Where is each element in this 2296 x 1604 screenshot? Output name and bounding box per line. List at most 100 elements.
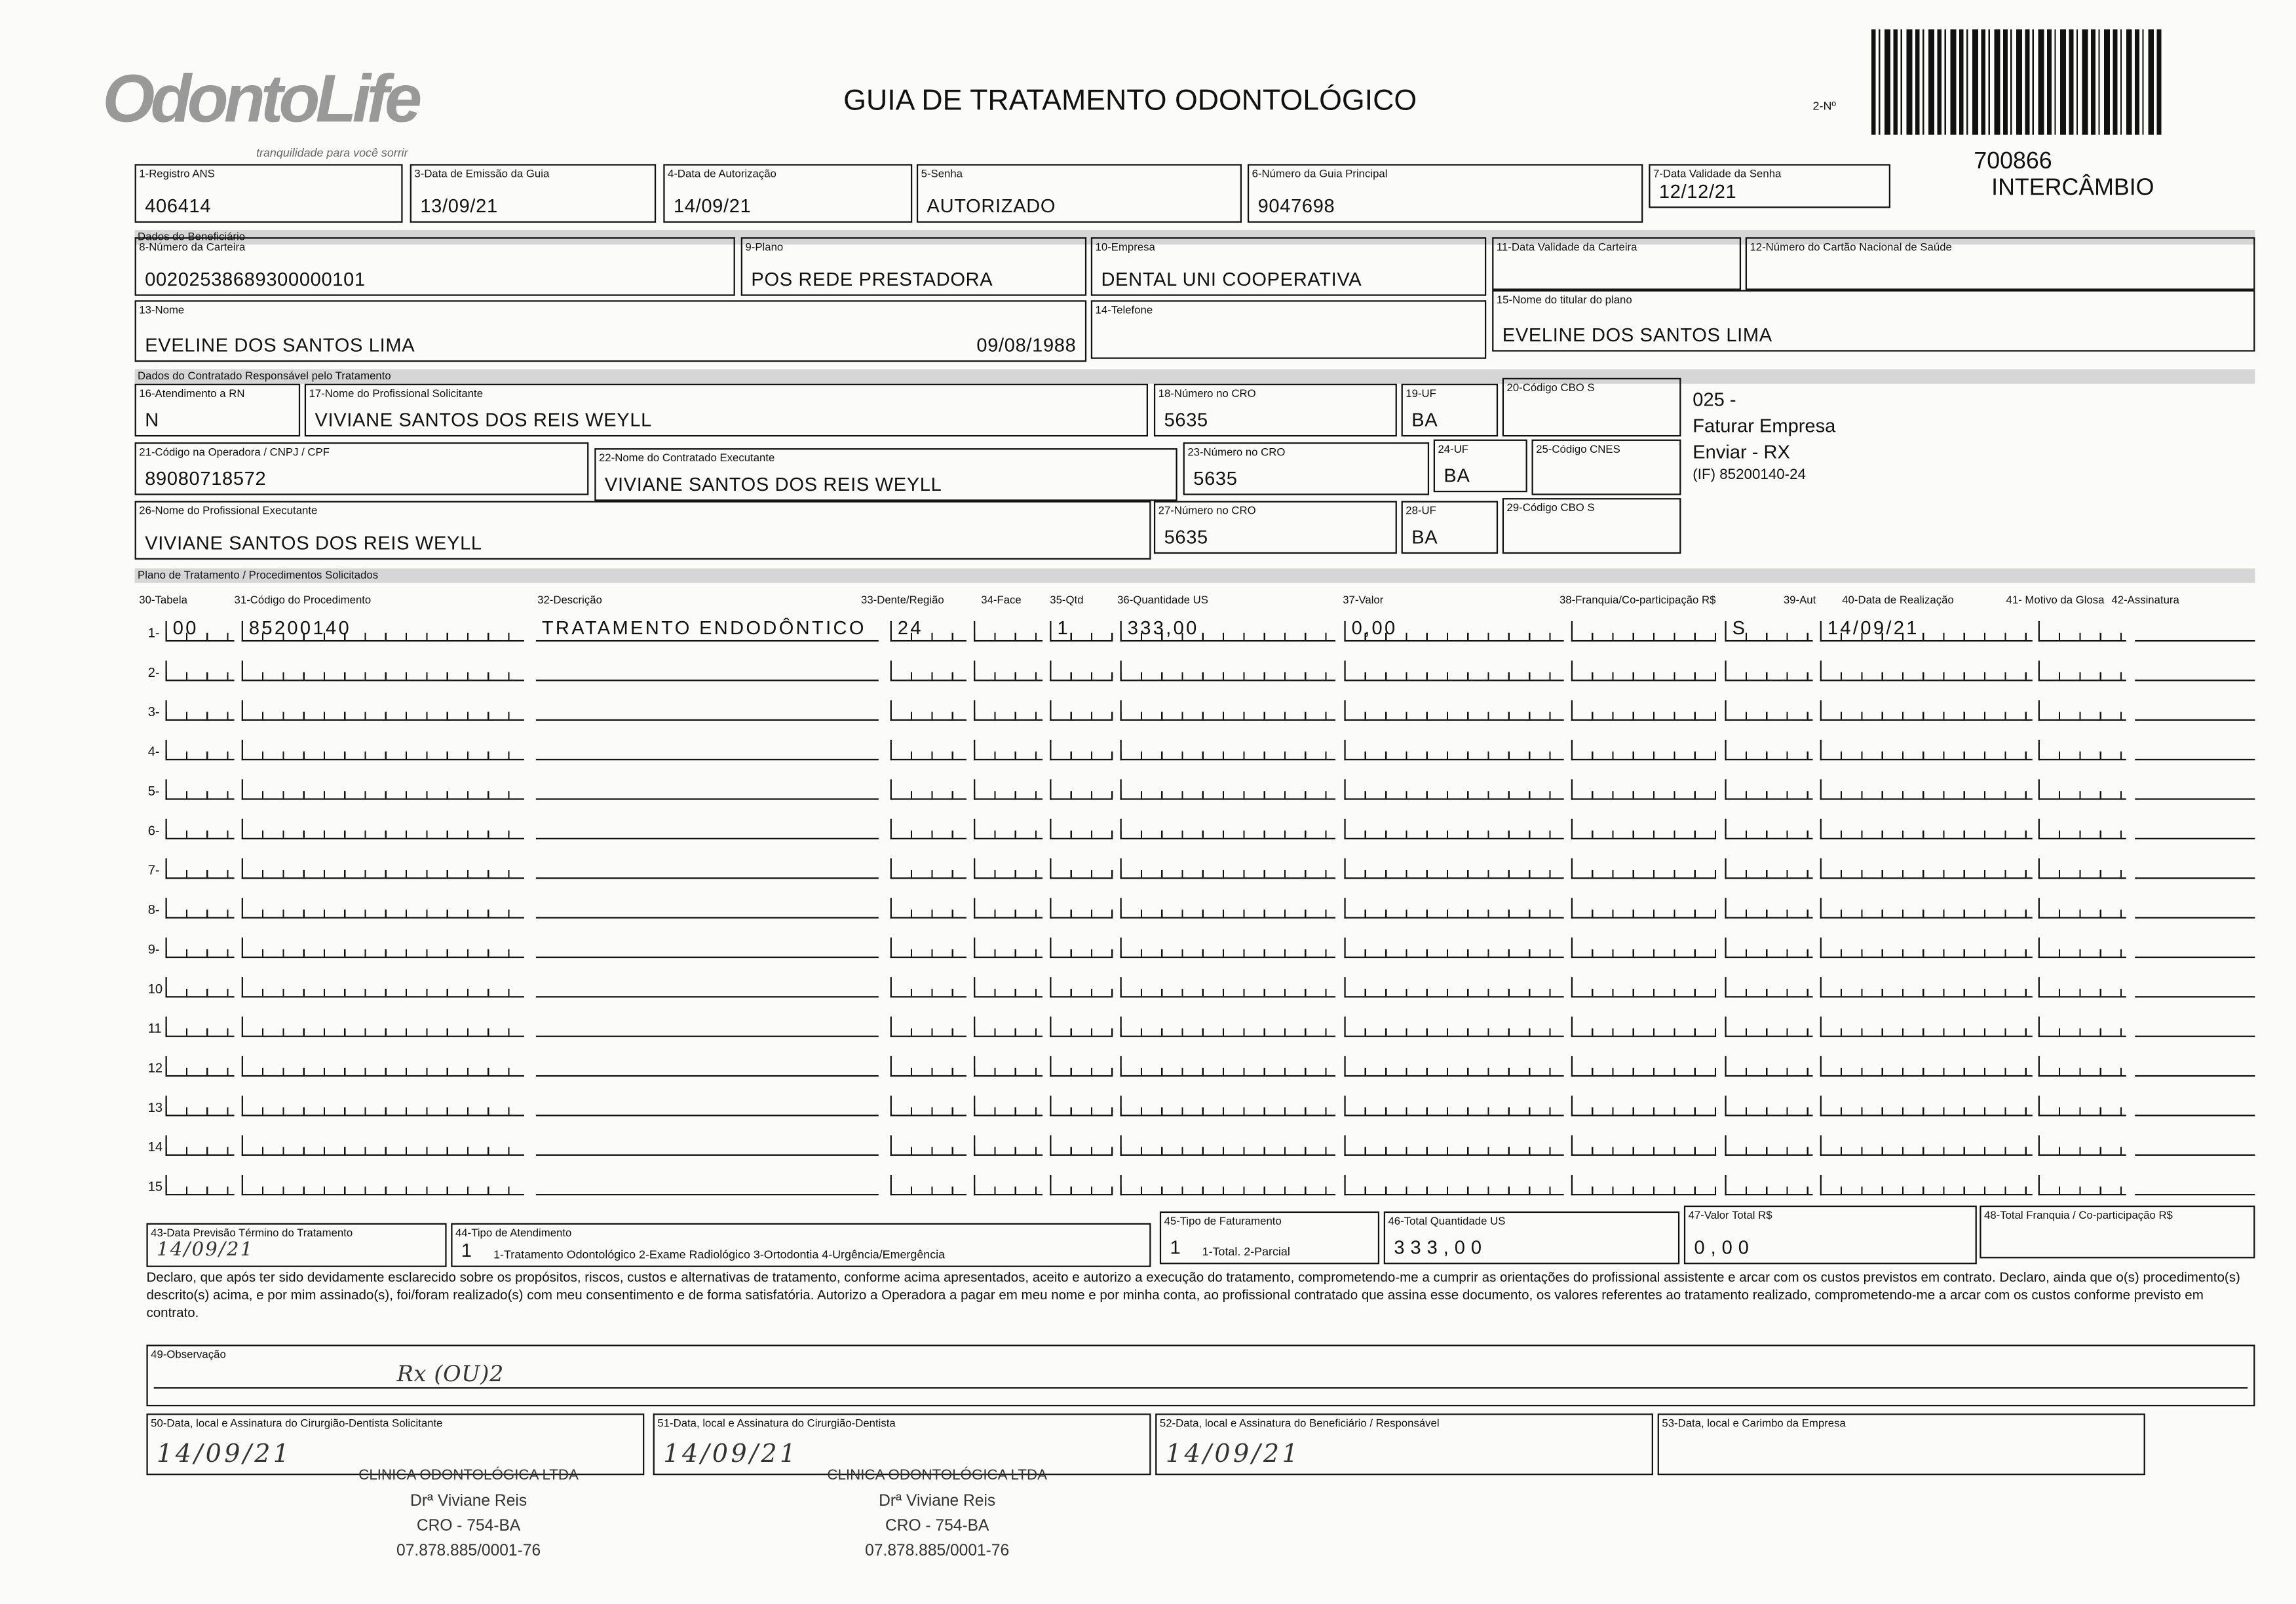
cell [1725, 1016, 1813, 1037]
field-label: 20-Código CBO S [1506, 381, 1595, 394]
field-label: 22-Nome do Contratado Executante [598, 451, 775, 465]
cell [974, 898, 1043, 919]
cell [974, 739, 1043, 761]
stamp-line: Drª Viviane Reis [410, 1493, 527, 1510]
cell [1820, 1016, 2033, 1037]
cell [1820, 977, 2033, 998]
cell [1120, 739, 1336, 761]
footer-field: 47-Valor Total R$ 0,00 [1683, 1205, 1977, 1265]
cell [1344, 1056, 1564, 1077]
cell [1725, 1174, 1813, 1196]
cell [1820, 898, 2033, 919]
cell [974, 1096, 1043, 1117]
cell [1820, 779, 2033, 800]
row-number: 3- [147, 704, 160, 719]
cell [1571, 898, 1717, 919]
field-label: 12-Número do Cartão Nacional de Saúde [1750, 240, 1952, 254]
cell [890, 1135, 966, 1156]
cell [1571, 779, 1717, 800]
row-number: 1- [147, 625, 160, 640]
title: GUIA DE TRATAMENTO ODONTOLÓGICO [843, 85, 1417, 117]
column-header: 37-Valor [1343, 593, 1384, 607]
cell [535, 938, 879, 959]
cell [1050, 898, 1113, 919]
cell [2038, 1016, 2126, 1037]
cell [974, 1135, 1043, 1156]
section-bar: Plano de Tratamento / Procedimentos Soli… [134, 568, 2255, 583]
cell [1120, 1174, 1336, 1196]
cell [1050, 779, 1113, 800]
field: 13-Nome EVELINE DOS SANTOS LIMA 09/08/1988 [134, 300, 1087, 362]
column-header: 42-Assinatura [2111, 593, 2179, 607]
signature-date: 14/09/21 [1165, 1440, 1301, 1470]
cell: TRATAMENTO ENDODÔNTICO [535, 617, 879, 642]
cell [241, 1135, 525, 1156]
field-label: 43-Data Previsão Término do Tratamento [151, 1226, 353, 1240]
footer-field: 46-Total Quantidade US 333,00 [1383, 1211, 1680, 1265]
field-label: 17-Nome do Profissional Solicitante [309, 387, 484, 400]
cell [241, 779, 525, 800]
cell [1050, 858, 1113, 879]
cell [1820, 1135, 2033, 1156]
field-label: 1-Registro ANS [139, 166, 215, 180]
cell [1120, 898, 1336, 919]
cell [535, 977, 879, 998]
cell [241, 898, 525, 919]
cell [1120, 700, 1336, 721]
cell [2135, 740, 2255, 761]
cell [1120, 660, 1336, 681]
signature-field: 53-Data, local e Carimbo da Empresa [1657, 1413, 2145, 1476]
cell [1725, 1135, 1813, 1156]
field-label: 6-Número da Guia Principal [1252, 166, 1388, 180]
cell [535, 1017, 879, 1037]
field: 6-Número da Guia Principal 9047698 [1247, 164, 1643, 223]
cell [890, 1174, 966, 1196]
cell [1725, 1096, 1813, 1117]
cell: 14/09/21 [1820, 617, 2033, 642]
signature-field: 51-Data, local e Assinatura do Cirurgião… [653, 1413, 1151, 1476]
cell [1050, 977, 1113, 998]
cell [1120, 858, 1336, 879]
field-label: 46-Total Quantidade US [1388, 1214, 1506, 1228]
cell [241, 1096, 525, 1117]
field-label: 26-Nome do Profissional Executante [139, 504, 318, 518]
cell [1725, 700, 1813, 721]
row-number: 13 [147, 1099, 163, 1115]
field-label: 15-Nome do titular do plano [1496, 293, 1632, 307]
cell [1571, 818, 1717, 840]
cell-value: 333,00 [1127, 617, 1199, 639]
cell [165, 660, 235, 681]
field-label: 52-Data, local e Assinatura do Beneficiá… [1159, 1416, 1440, 1430]
cell [1571, 700, 1717, 721]
field-label: 4-Data de Autorização [668, 166, 776, 180]
cell [1050, 1096, 1113, 1117]
cell [1820, 1174, 2033, 1196]
cell [2038, 1135, 2126, 1156]
cell [241, 818, 525, 840]
cell [241, 739, 525, 761]
field-value: 5635 [1193, 467, 1238, 489]
field-value: 14/09/21 [673, 195, 752, 217]
cell [1571, 660, 1717, 681]
cell [2135, 1056, 2255, 1077]
section-bar: Dados do Contratado Responsável pelo Tra… [134, 369, 2255, 384]
cell [165, 898, 235, 919]
cell [1344, 1174, 1564, 1196]
field-value: EVELINE DOS SANTOS LIMA [1502, 324, 1772, 346]
cell [1050, 1016, 1113, 1037]
row-number: 9- [147, 942, 160, 957]
cell [1820, 818, 2033, 840]
footer-field: 45-Tipo de Faturamento 1 1-Total. 2-Parcia… [1159, 1211, 1380, 1265]
cell [165, 1174, 235, 1196]
cell [1820, 937, 2033, 959]
field: 15-Nome do titular do plano EVELINE DOS S… [1492, 290, 2255, 352]
field-value: VIVIANE SANTOS DOS REIS WEYLL [604, 473, 942, 495]
cell [890, 1096, 966, 1117]
cell [1120, 1096, 1336, 1117]
cell [241, 977, 525, 998]
cell: 00 [165, 617, 235, 642]
cell [535, 819, 879, 840]
cell [1344, 858, 1564, 879]
field-label: 50-Data, local e Assinatura do Cirurgião… [151, 1416, 443, 1430]
